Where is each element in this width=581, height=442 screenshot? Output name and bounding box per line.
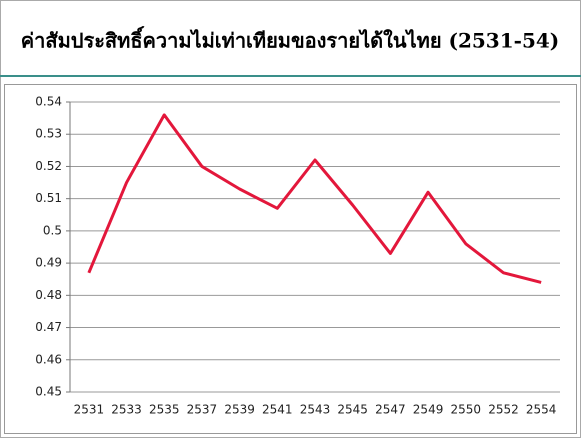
data-line xyxy=(87,113,542,284)
y-tick-label: 0.54 xyxy=(35,95,62,109)
x-tick-label: 2549 xyxy=(413,403,444,417)
y-tick-label: 0.51 xyxy=(35,191,62,205)
x-tick-label: 2531 xyxy=(74,403,105,417)
y-tick-label: 0.45 xyxy=(35,385,62,399)
y-tick-label: 0.5 xyxy=(43,223,62,237)
x-tick-label: 2541 xyxy=(262,403,293,417)
plot-frame xyxy=(4,84,577,434)
x-tick-label: 2545 xyxy=(337,403,368,417)
x-tick-label: 2543 xyxy=(300,403,331,417)
x-tick-label: 2535 xyxy=(149,403,180,417)
chart-title: ค่าสัมประสิทธิ์ความไม่เท่าเทียมของรายได้… xyxy=(21,26,560,53)
x-tick-label: 2550 xyxy=(450,403,481,417)
x-tick-label: 2554 xyxy=(526,403,557,417)
y-tick-label: 0.46 xyxy=(35,352,62,366)
x-tick-label: 2533 xyxy=(111,403,142,417)
y-tick-label: 0.53 xyxy=(35,127,62,141)
y-tick-label: 0.49 xyxy=(35,256,62,270)
y-tick-label: 0.52 xyxy=(35,159,62,173)
x-tick-label: 2547 xyxy=(375,403,406,417)
y-tick-label: 0.48 xyxy=(35,288,62,302)
x-tick-label: 2537 xyxy=(187,403,218,417)
x-tick-label: 2539 xyxy=(224,403,255,417)
y-tick-label: 0.47 xyxy=(35,320,62,334)
x-tick-label: 2552 xyxy=(488,403,519,417)
